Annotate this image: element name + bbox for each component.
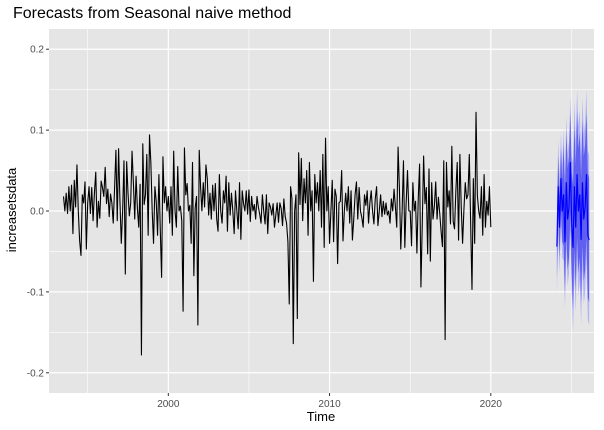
band-80-area	[556, 111, 590, 310]
y-tick-label: 0.0	[30, 207, 44, 218]
history-line	[62, 111, 492, 356]
y-tick-label: -0.2	[27, 368, 45, 379]
x-tick-label: 2020	[480, 399, 503, 410]
chart-title: Forecasts from Seasonal naive method	[13, 5, 291, 22]
y-tick-label: 0.2	[30, 45, 44, 56]
x-tick-label: 2010	[318, 399, 341, 410]
history-series	[62, 111, 492, 356]
y-tick-label: 0.1	[30, 126, 44, 137]
y-axis-ticks: -0.2 -0.1 0.0 0.1 0.2	[27, 45, 49, 379]
x-axis-ticks: 2000 2010 2020	[157, 393, 502, 410]
x-axis-title: Time	[307, 409, 335, 424]
x-tick-label: 2000	[157, 399, 180, 410]
y-axis-title: increasetsdata	[4, 167, 19, 252]
prediction-band-80	[556, 111, 590, 310]
y-tick-label: -0.1	[27, 287, 45, 298]
forecast-mean-line	[556, 161, 590, 248]
forecast-series	[556, 161, 590, 248]
